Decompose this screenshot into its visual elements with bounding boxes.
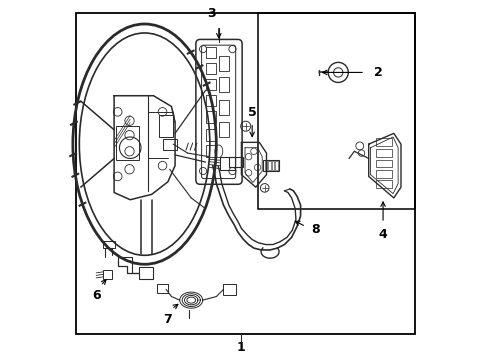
Bar: [229, 157, 243, 167]
Bar: [223, 284, 236, 295]
Bar: [376, 149, 392, 157]
Bar: [258, 13, 416, 209]
Bar: [205, 145, 216, 157]
Bar: [102, 241, 115, 248]
Bar: [219, 77, 229, 92]
Text: 3: 3: [207, 8, 216, 21]
Text: 7: 7: [164, 313, 172, 326]
Bar: [219, 55, 229, 71]
Bar: [76, 13, 416, 334]
Text: 4: 4: [379, 228, 388, 242]
Text: 2: 2: [374, 66, 383, 79]
Bar: [163, 139, 177, 149]
Bar: [265, 161, 267, 170]
Bar: [376, 159, 392, 167]
Bar: [275, 161, 278, 170]
Bar: [376, 170, 392, 178]
Bar: [269, 161, 271, 170]
Bar: [263, 159, 279, 171]
Text: 1: 1: [237, 341, 246, 354]
Text: 8: 8: [311, 222, 320, 236]
Bar: [139, 267, 153, 279]
Bar: [157, 284, 168, 293]
Bar: [205, 129, 216, 140]
Text: 5: 5: [248, 106, 257, 119]
Bar: [220, 157, 235, 170]
Bar: [103, 270, 112, 279]
Bar: [205, 95, 216, 107]
Bar: [116, 126, 139, 160]
Bar: [376, 138, 392, 146]
Bar: [376, 180, 392, 188]
Bar: [159, 116, 173, 137]
Bar: [205, 111, 216, 123]
Bar: [205, 46, 216, 58]
Text: 6: 6: [92, 289, 100, 302]
Bar: [219, 122, 229, 137]
Bar: [219, 100, 229, 116]
Bar: [205, 79, 216, 90]
Bar: [272, 161, 274, 170]
Bar: [205, 63, 216, 74]
